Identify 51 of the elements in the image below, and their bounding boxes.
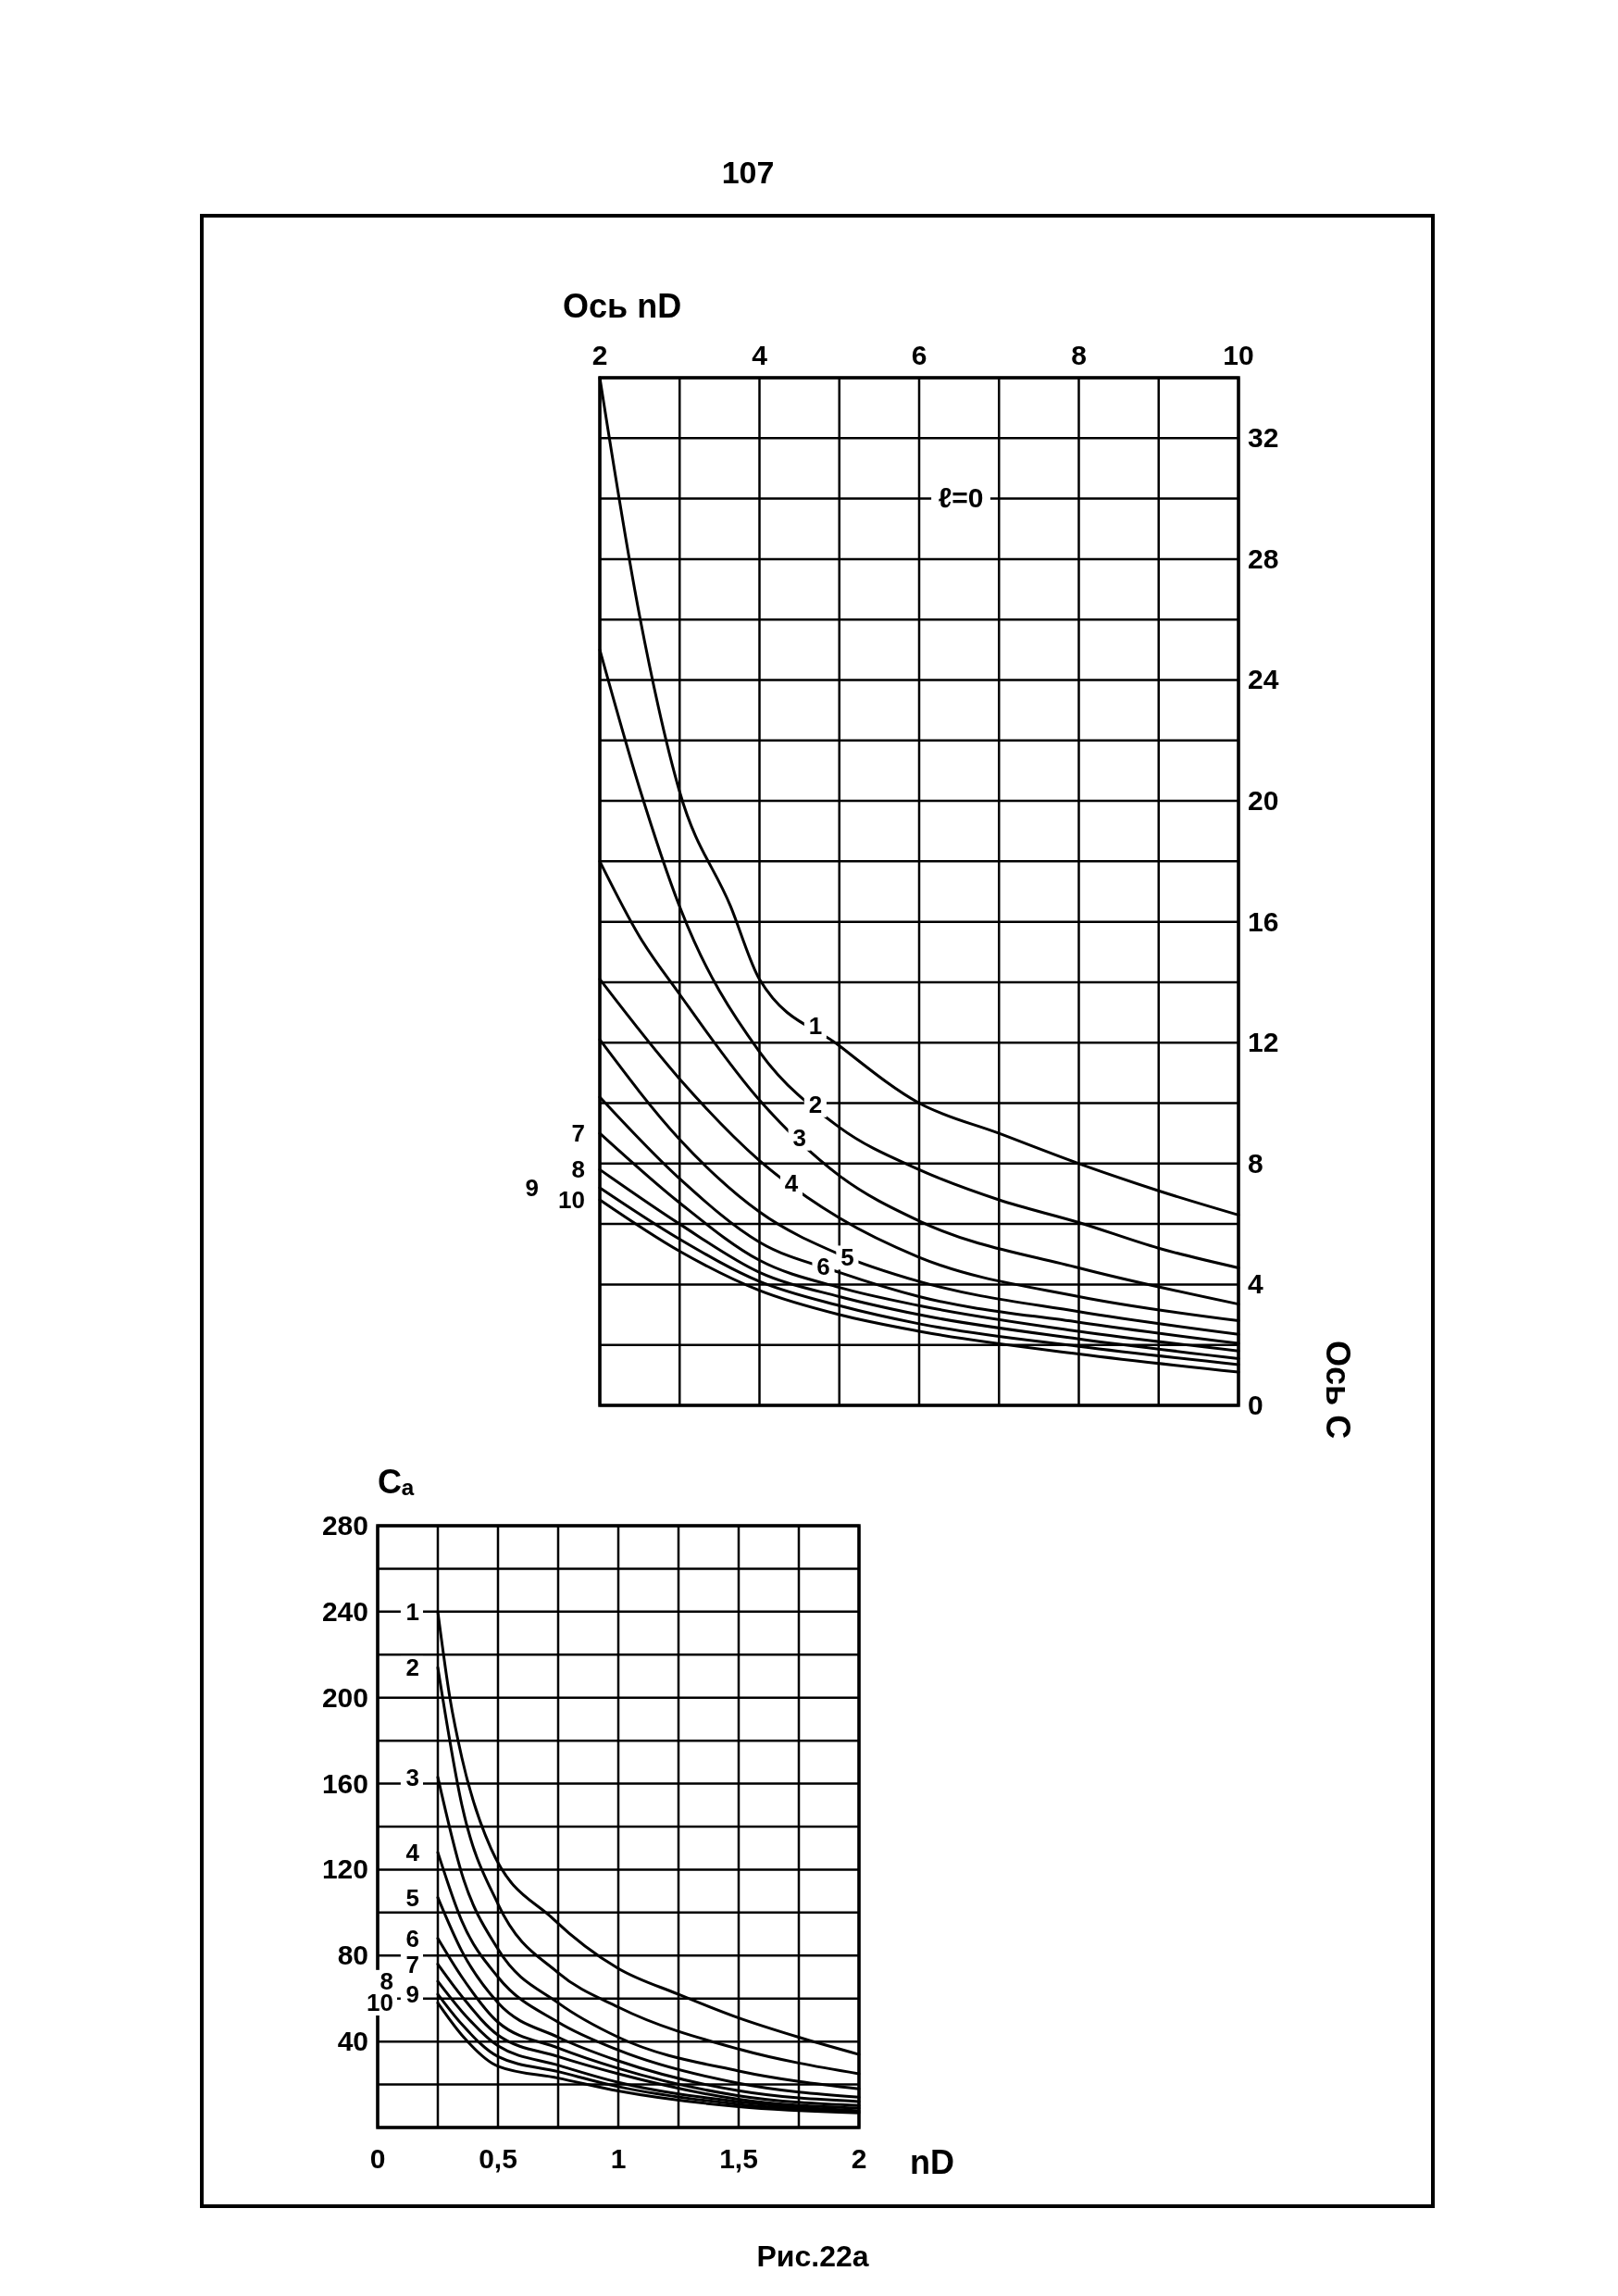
series-label: 5 — [405, 1883, 419, 1912]
y-tick-label: 160 — [321, 1767, 368, 1799]
y-tick-label: 200 — [321, 1681, 368, 1713]
series-label: 2 — [808, 1091, 823, 1119]
series-label: 2 — [405, 1653, 419, 1682]
x-tick-label: 8 — [1071, 340, 1087, 370]
x-axis-title: nD — [910, 2143, 954, 2181]
series-label: 1 — [405, 1597, 419, 1626]
series-label: 4 — [405, 1838, 420, 1866]
series-label: 6 — [816, 1252, 830, 1280]
series-label: 8 — [571, 1155, 585, 1184]
y-axis-title: Ось С — [1319, 1341, 1357, 1440]
series-label: 5 — [840, 1242, 854, 1271]
text: 9 — [525, 1173, 539, 1202]
series-label: 7 — [571, 1119, 585, 1148]
series-label: 10 — [367, 1989, 393, 2017]
series-label: 7 — [405, 1950, 419, 1978]
y-tick-label: 12 — [1248, 1027, 1279, 1058]
y-tick-label: 4 — [1248, 1268, 1263, 1300]
y-tick-label: 40 — [337, 2026, 368, 2057]
y-tick-label: 0 — [1248, 1390, 1263, 1420]
series-label: 1 — [808, 1011, 823, 1040]
y-axis-title: Cₐ — [378, 1463, 415, 1501]
x-tick-label: 4 — [752, 340, 768, 370]
series-label: 3 — [792, 1124, 806, 1153]
x-tick-label: 1,5 — [719, 2143, 758, 2174]
x-axis-title: Ось nD — [563, 287, 682, 325]
x-tick-label: 1 — [610, 2143, 627, 2174]
series-label: 10 — [558, 1186, 585, 1214]
series-label: 9 — [405, 1980, 419, 2009]
series-label: 4 — [784, 1169, 799, 1198]
series-label: 3 — [405, 1763, 419, 1791]
y-tick-label: 16 — [1248, 905, 1279, 937]
x-tick-label: 10 — [1223, 340, 1254, 370]
y-tick-label: 280 — [321, 1510, 368, 1541]
y-tick-label: 28 — [1248, 543, 1279, 574]
y-tick-label: 80 — [337, 1940, 368, 1971]
x-tick-label: 2 — [591, 340, 608, 370]
annotation: ℓ=0 — [938, 482, 984, 513]
x-tick-label: 0,5 — [479, 2143, 517, 2174]
x-tick-label: 2 — [851, 2143, 867, 2174]
text: Рис.22а — [756, 2240, 869, 2273]
y-tick-label: 240 — [321, 1595, 368, 1627]
y-tick-label: 8 — [1248, 1147, 1263, 1179]
y-tick-label: 20 — [1248, 785, 1279, 817]
series-label: 6 — [405, 1924, 419, 1953]
text: 107 — [721, 155, 775, 190]
y-tick-label: 24 — [1248, 664, 1279, 695]
y-tick-label: 120 — [321, 1853, 368, 1885]
x-tick-label: 6 — [911, 340, 927, 370]
y-tick-label: 32 — [1248, 422, 1279, 454]
